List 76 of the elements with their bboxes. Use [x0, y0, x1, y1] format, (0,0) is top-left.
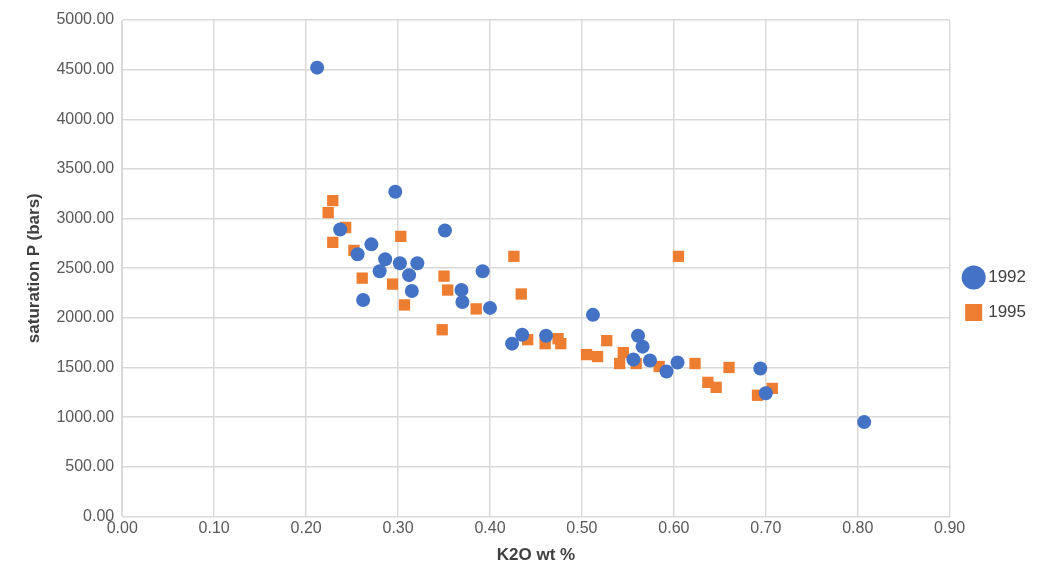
y-tick-label: 1500.00: [56, 357, 115, 375]
point: [591, 350, 604, 363]
point: [508, 250, 520, 262]
point: [642, 353, 657, 368]
point: [580, 348, 593, 361]
point: [437, 223, 452, 238]
x-tick-label: 0.90: [934, 519, 966, 537]
point: [613, 357, 626, 370]
point: [635, 339, 650, 354]
x-tick-label: 0.10: [198, 519, 230, 537]
point: [402, 268, 417, 283]
point: [410, 256, 425, 271]
point: [350, 247, 365, 262]
y-tick-label: 500.00: [65, 457, 115, 475]
point: [438, 270, 450, 282]
point: [670, 355, 685, 370]
point: [364, 237, 379, 252]
point: [356, 292, 371, 307]
x-tick-label: 0.30: [382, 519, 414, 537]
point: [395, 230, 407, 243]
point: [758, 386, 773, 401]
point: [515, 327, 530, 342]
point: [398, 299, 411, 311]
point: [617, 346, 629, 359]
point: [626, 352, 641, 367]
point: [710, 381, 722, 393]
x-tick-label: 0.70: [750, 519, 782, 537]
point: [631, 328, 646, 343]
point: [475, 264, 490, 279]
point: [327, 236, 339, 249]
point: [857, 415, 872, 430]
x-tick-label: 0.80: [842, 519, 874, 537]
y-tick-label: 3500.00: [56, 159, 115, 177]
y-tick-label: 4000.00: [56, 109, 115, 127]
point: [333, 222, 348, 237]
point: [442, 284, 454, 296]
x-tick-label: 0.40: [474, 519, 506, 537]
point: [455, 294, 470, 309]
x-tick-label: 0.50: [566, 519, 598, 537]
y-tick-label: 5000.00: [56, 10, 115, 28]
point: [470, 303, 482, 315]
point: [454, 283, 469, 298]
point: [672, 250, 685, 262]
y-axis-title: saturation P (bars): [23, 193, 43, 344]
point: [310, 60, 325, 75]
y-tick-label: 2500.00: [56, 258, 115, 276]
point: [386, 278, 399, 290]
point: [327, 195, 339, 207]
point: [482, 300, 497, 315]
x-tick-label: 0.20: [290, 519, 322, 537]
point: [392, 256, 407, 271]
point: [659, 364, 674, 379]
point: [404, 284, 419, 299]
point: [378, 252, 393, 267]
y-tick-label: 1000.00: [56, 407, 115, 425]
point: [723, 361, 735, 374]
point: [388, 184, 403, 199]
legend-label: 1995: [988, 302, 1027, 322]
point: [601, 335, 613, 347]
y-tick-label: 4500.00: [56, 60, 115, 78]
point: [322, 206, 334, 219]
point: [515, 288, 527, 300]
point: [505, 336, 520, 351]
point: [356, 272, 368, 284]
point: [552, 333, 564, 345]
y-tick-label: 2000.00: [56, 308, 115, 326]
y-tick-label: 3000.00: [56, 208, 115, 226]
point: [436, 324, 448, 336]
point: [372, 264, 387, 279]
x-tick-label: 0.60: [658, 519, 690, 537]
point: [585, 307, 600, 322]
point: [539, 328, 554, 343]
legend-label: 1992: [988, 267, 1027, 287]
point: [689, 357, 701, 370]
point: [753, 361, 768, 376]
x-axis-title: K2O wt %: [496, 545, 576, 565]
